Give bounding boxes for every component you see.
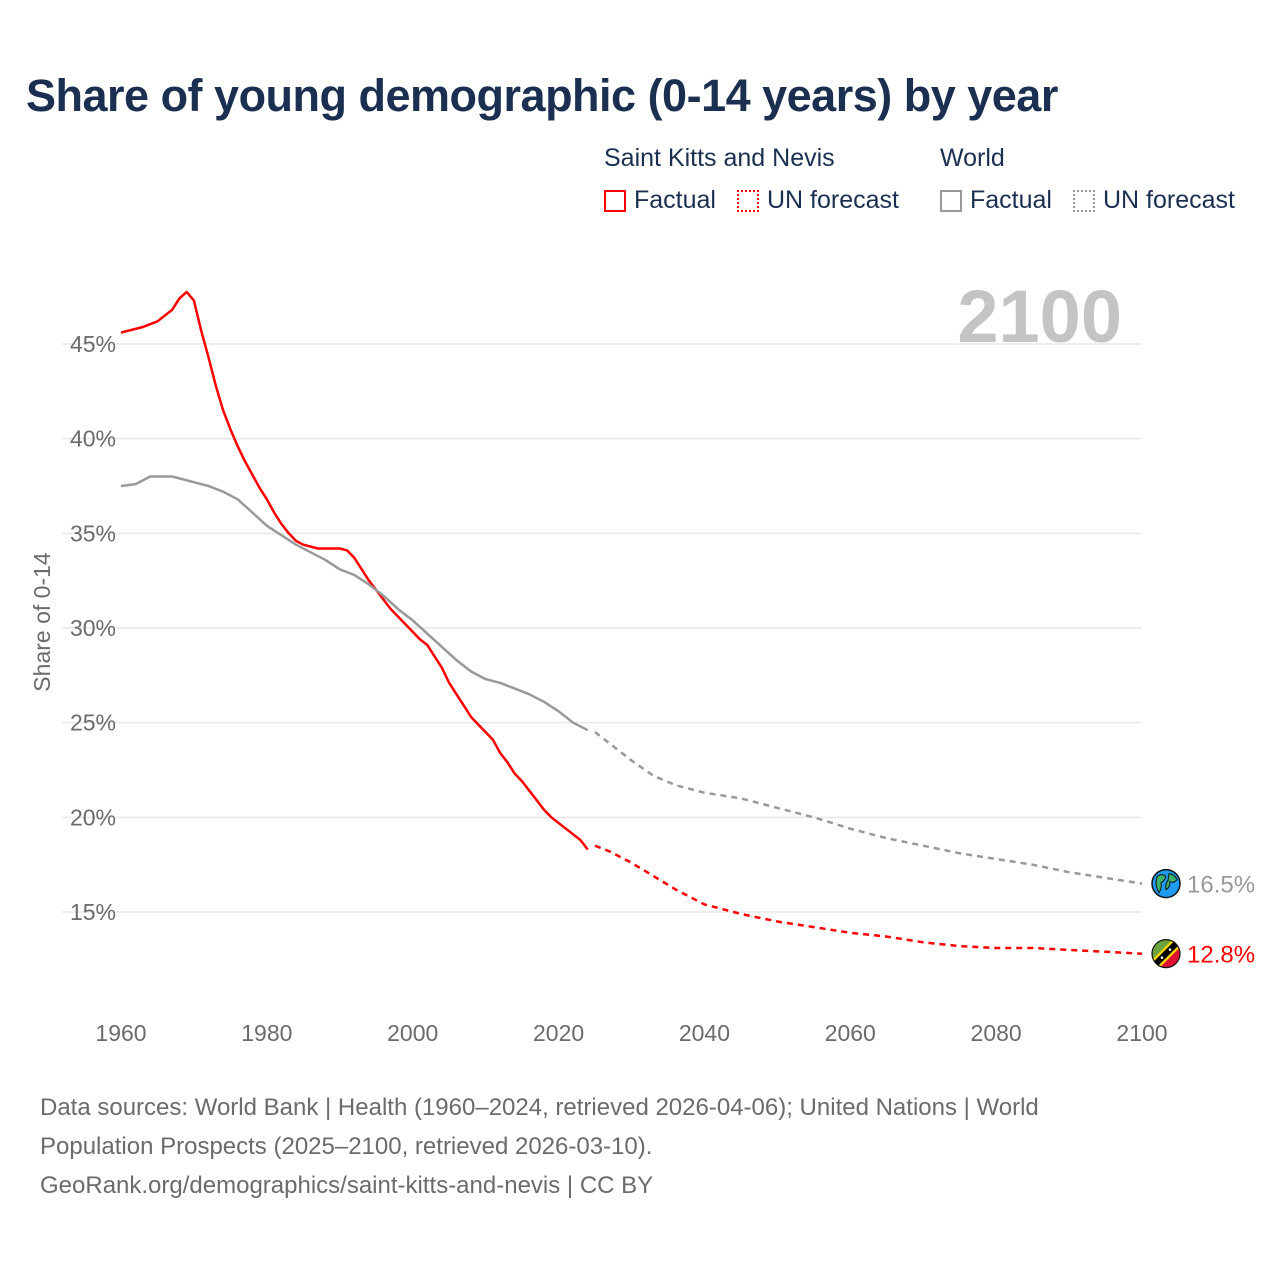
x-tick-label: 2000 <box>387 1020 438 1046</box>
y-tick-label: 35% <box>70 520 116 546</box>
x-tick-label: 2100 <box>1116 1020 1167 1046</box>
series-line-world-factual <box>120 475 589 732</box>
legend-item-world-forecast[interactable]: UN forecast <box>1073 186 1235 215</box>
series-line-saint-kitts-and-nevis-factual <box>120 290 589 851</box>
year-watermark: 2100 <box>957 275 1122 358</box>
x-tick-label: 2060 <box>825 1020 876 1046</box>
series-line-saint-kitts-and-nevis-un-forecast <box>594 844 1143 955</box>
legend-swatch-solid-red <box>604 189 626 212</box>
legend-label: Factual <box>634 186 716 214</box>
footer: Data sources: World Bank | Health (1960–… <box>40 1088 1240 1205</box>
y-axis-label: Share of 0-14 <box>29 552 55 692</box>
y-tick-label: 45% <box>70 331 116 357</box>
saint-kitts-flag-icon <box>1151 939 1181 969</box>
y-tick-label: 25% <box>70 710 116 736</box>
legend-group-skn: Saint Kitts and Nevis <box>604 144 835 172</box>
globe-icon <box>1151 868 1181 899</box>
x-tick-label: 1980 <box>241 1020 292 1046</box>
y-tick-label: 30% <box>70 615 116 641</box>
series-line-world-un-forecast <box>594 731 1143 885</box>
x-tick-label: 1960 <box>95 1020 146 1046</box>
y-tick-label: 15% <box>70 899 116 925</box>
footer-line-3[interactable]: GeoRank.org/demographics/saint-kitts-and… <box>40 1172 654 1199</box>
legend-swatch-solid-gray <box>940 189 962 212</box>
legend-swatch-dotted-gray <box>1073 189 1095 212</box>
legend-label: UN forecast <box>1103 186 1235 214</box>
legend-label: Factual <box>970 186 1052 214</box>
y-tick-label: 20% <box>70 804 116 830</box>
y-tick-label: 40% <box>70 426 116 452</box>
legend-item-skn-factual[interactable]: Factual <box>604 186 716 215</box>
end-value-label: 16.5% <box>1187 872 1255 899</box>
footer-line-1: Data sources: World Bank | Health (1960–… <box>40 1094 1039 1121</box>
end-value-label: 12.8% <box>1187 942 1255 969</box>
footer-line-2: Population Prospects (2025–2100, retriev… <box>40 1133 653 1160</box>
x-tick-label: 2040 <box>679 1020 730 1046</box>
legend-group-world: World <box>940 144 1005 172</box>
x-tick-label: 2020 <box>533 1020 584 1046</box>
legend-label: UN forecast <box>767 186 899 214</box>
chart-title: Share of young demographic (0-14 years) … <box>26 70 1058 121</box>
legend-swatch-dotted-red <box>737 189 759 212</box>
plot-area: 2100 15% 20% 25% 30% 35% 40% 45% 1960 1980 2000 20… <box>29 275 1255 1046</box>
legend-item-world-factual[interactable]: Factual <box>940 186 1052 215</box>
x-tick-label: 2080 <box>971 1020 1022 1046</box>
legend-item-skn-forecast[interactable]: UN forecast <box>737 186 899 215</box>
